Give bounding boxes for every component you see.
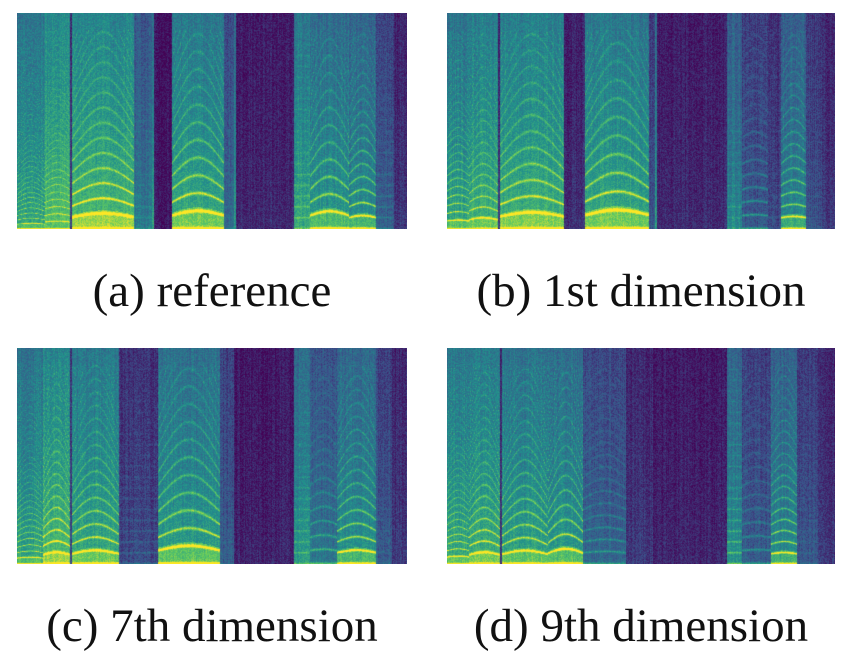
- caption-1st-dimension: (b) 1st dimension: [476, 265, 806, 317]
- spectrogram-9th-dimension: [447, 348, 835, 564]
- spectrogram-7th-dimension: [17, 348, 407, 564]
- spectrogram-reference: [17, 13, 407, 229]
- caption-7th-dimension: (c) 7th dimension: [46, 600, 378, 652]
- caption-9th-dimension: (d) 9th dimension: [473, 600, 809, 652]
- spectrogram-1st-dimension: [447, 13, 835, 229]
- caption-reference: (a) reference: [92, 265, 332, 317]
